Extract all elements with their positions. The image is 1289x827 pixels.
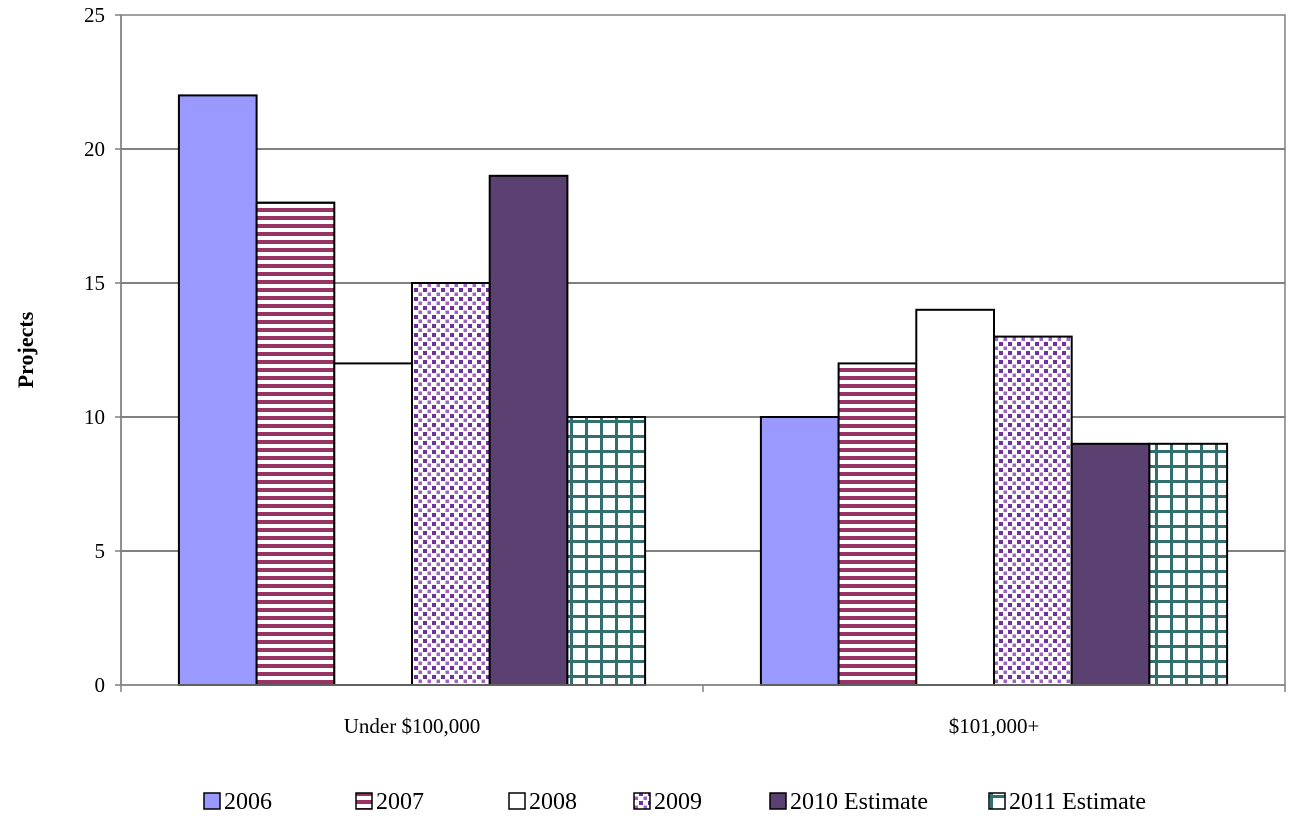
legend-label: 2011 Estimate xyxy=(1009,789,1146,815)
bar xyxy=(177,94,258,686)
legend-label: 2007 xyxy=(376,789,424,815)
bar xyxy=(1070,442,1151,686)
x-category-label: $101,000+ xyxy=(949,714,1040,738)
x-axis-categories: Under $100,000 $101,000+ xyxy=(344,714,1040,738)
y-tick-label: 5 xyxy=(95,539,106,563)
y-axis-ticks: 0 5 10 15 20 25 xyxy=(84,3,121,697)
y-tick-label: 0 xyxy=(95,673,106,697)
y-tick-label: 25 xyxy=(84,3,105,27)
bar xyxy=(488,174,569,687)
y-axis-label: Projects xyxy=(13,311,38,388)
legend-swatch xyxy=(769,792,787,810)
bars xyxy=(177,94,1229,687)
axes xyxy=(120,15,1286,692)
bar xyxy=(1148,442,1229,686)
legend-label: 2010 Estimate xyxy=(790,789,928,815)
bar xyxy=(837,362,918,686)
legend-label: 2008 xyxy=(529,789,577,815)
legend-swatch xyxy=(508,792,526,810)
bar xyxy=(993,335,1073,686)
y-tick-label: 10 xyxy=(84,405,105,429)
legend-swatch xyxy=(633,792,651,810)
bar xyxy=(759,416,840,686)
y-tick-label: 20 xyxy=(84,137,105,161)
bar xyxy=(915,308,995,686)
x-category-label: Under $100,000 xyxy=(344,714,480,738)
bar xyxy=(411,282,491,686)
bar xyxy=(255,201,336,686)
legend-swatch xyxy=(203,792,221,810)
bar xyxy=(333,362,413,686)
legend-swatch xyxy=(355,792,373,810)
y-tick-label: 15 xyxy=(84,271,105,295)
bar xyxy=(566,416,647,686)
legend: 2006 2007 2008 2009 2010 Estimate 2011 Estima… xyxy=(203,789,1146,815)
legend-swatch xyxy=(988,792,1006,810)
legend-label: 2009 xyxy=(654,789,702,815)
legend-label: 2006 xyxy=(224,789,272,815)
